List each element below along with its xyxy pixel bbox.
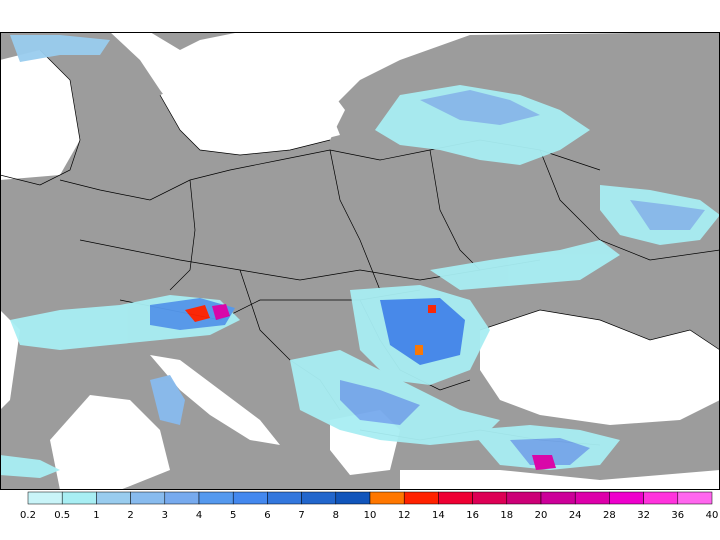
precip-area-balkans-core [340, 380, 420, 425]
precip-area-southwest [0, 455, 60, 478]
legend-swatch [540, 491, 576, 505]
atlantic-west [0, 310, 20, 410]
legend-swatch [61, 491, 97, 505]
precip-extreme-alps [212, 304, 230, 320]
legend-tick-label: 1 [93, 510, 100, 521]
sea-layer [0, 35, 720, 490]
legend-tick-label: 28 [603, 510, 616, 521]
legend-swatch [27, 491, 63, 505]
legend-swatch [609, 491, 644, 505]
legend-swatch [677, 491, 713, 505]
legend-tick-label: 0.2 [20, 510, 36, 521]
precip-area-ukraine [430, 240, 620, 290]
adriatic-sea [150, 355, 280, 445]
precip-heavy-carpathians-2 [415, 345, 423, 355]
legend-swatch [438, 491, 473, 505]
legend-tick-label: 40 [705, 510, 719, 521]
legend-tick-label: 0.5 [54, 510, 71, 521]
coastline [479, 309, 720, 351]
precipitation-legend [27, 491, 713, 505]
border-line [329, 149, 381, 291]
legend-tick-label: 10 [363, 510, 377, 521]
north-sea [0, 50, 80, 180]
legend-swatch [301, 491, 337, 505]
legend-tick-label: 24 [568, 510, 582, 521]
gulf-of-finland [260, 35, 350, 90]
land-scandinavia [100, 32, 240, 50]
legend-swatch [232, 491, 268, 505]
precip-area-italy [150, 375, 185, 425]
legend-swatch [369, 491, 405, 505]
legend-tick-label: 3 [161, 510, 168, 521]
tyrrhenian-sea [50, 395, 170, 490]
legend-tick-label: 20 [534, 510, 548, 521]
legend-tick-label: 4 [195, 510, 203, 521]
legend-tick-label: 6 [264, 510, 271, 521]
legend-swatch [198, 491, 234, 505]
legend-tick-label: 2 [127, 510, 134, 521]
precip-area-turkey-core [510, 438, 590, 465]
baltic-sea [160, 80, 345, 155]
legend-tick-label: 12 [397, 510, 411, 521]
legend-swatch [267, 491, 302, 505]
precipitation-layer [0, 35, 720, 478]
legend-tick-label: 32 [637, 510, 650, 521]
legend-tick-label: 14 [432, 510, 445, 521]
precipitation-map [0, 32, 720, 490]
legend-tick-label: 5 [230, 510, 237, 521]
precip-heavy-alps [185, 305, 210, 322]
legend-swatch [130, 491, 166, 505]
precip-extreme-turkey [532, 455, 556, 470]
legend-swatch [403, 491, 439, 505]
precip-area-northwest [10, 35, 110, 62]
legend-swatch [335, 491, 371, 505]
legend-swatch [472, 491, 508, 505]
coastline [0, 49, 81, 186]
precip-heavy-carpathians [428, 305, 436, 313]
border-line [169, 179, 196, 291]
legend-tick-label: 36 [671, 510, 685, 521]
legend-tick-label: 8 [332, 510, 339, 521]
legend-tick-label: 7 [298, 510, 305, 521]
precip-area-carpathians-core [380, 298, 465, 365]
legend-swatch [96, 491, 131, 505]
legend-swatch [574, 491, 610, 505]
legend-swatch [164, 491, 200, 505]
legend-tick-label: 16 [466, 510, 479, 521]
precip-area-east-core [630, 200, 705, 230]
coastline [159, 94, 331, 156]
border-line [429, 149, 481, 271]
precip-area-baltic-east [375, 85, 590, 165]
mediterranean-east [400, 470, 720, 490]
legend-tick-label: 18 [500, 510, 514, 521]
legend-swatch [506, 491, 542, 505]
legend-swatch [643, 491, 679, 505]
precip-area-baltic-core [420, 90, 540, 125]
black-sea [480, 310, 720, 425]
